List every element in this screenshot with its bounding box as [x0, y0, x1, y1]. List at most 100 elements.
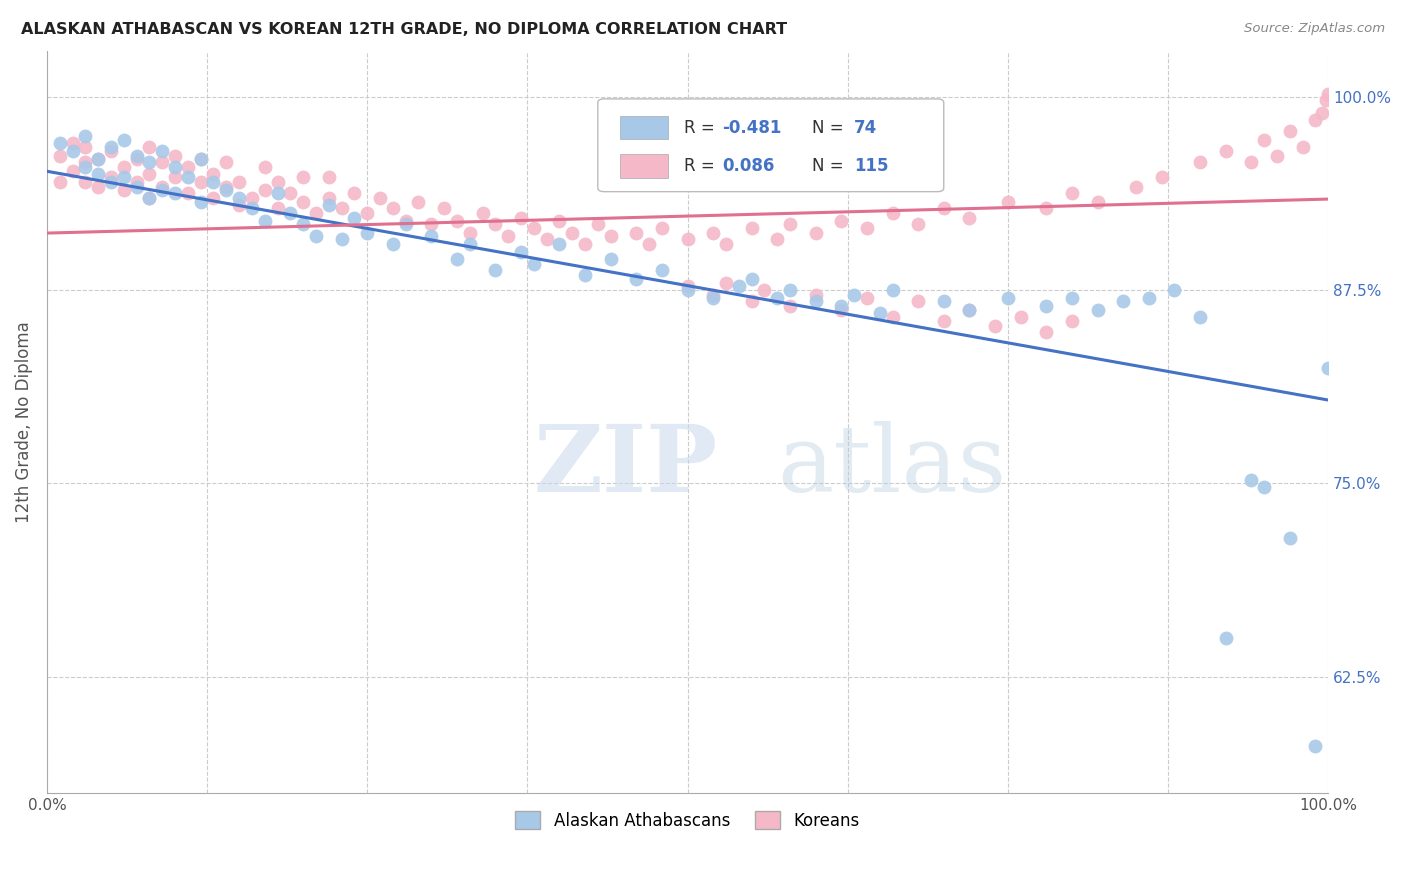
Point [1215, 144, 1237, 158]
Point [215, 183, 238, 197]
Point [202, 167, 225, 181]
Point [1087, 195, 1109, 210]
Point [446, 213, 468, 227]
Point [496, 229, 519, 244]
Point [1215, 631, 1237, 645]
Point [75, 155, 97, 169]
Point [138, 167, 160, 181]
Point [804, 288, 827, 302]
Point [266, 202, 288, 216]
Point [48, 149, 70, 163]
Point [228, 190, 250, 204]
Point [1305, 113, 1327, 128]
Point [1087, 303, 1109, 318]
Point [651, 263, 673, 277]
Point [741, 294, 763, 309]
Point [1278, 124, 1301, 138]
Point [1163, 283, 1185, 297]
Point [830, 213, 852, 227]
Point [1240, 155, 1263, 169]
FancyBboxPatch shape [620, 154, 668, 178]
Point [779, 217, 801, 231]
Text: N =: N = [811, 157, 849, 175]
Point [741, 221, 763, 235]
Text: 0.086: 0.086 [723, 157, 775, 175]
Point [177, 186, 200, 200]
Point [754, 283, 776, 297]
FancyBboxPatch shape [598, 99, 943, 192]
Point [1265, 149, 1288, 163]
Point [318, 190, 340, 204]
Point [1035, 299, 1057, 313]
Point [100, 144, 122, 158]
Point [125, 179, 148, 194]
Text: N =: N = [811, 119, 849, 136]
Point [510, 211, 533, 225]
Point [714, 236, 737, 251]
Point [138, 190, 160, 204]
Point [1035, 202, 1057, 216]
Point [1291, 139, 1313, 153]
Point [1253, 480, 1275, 494]
Point [856, 221, 879, 235]
Point [266, 186, 288, 200]
Point [548, 213, 571, 227]
Point [292, 195, 315, 210]
Point [1035, 325, 1057, 339]
Point [804, 294, 827, 309]
Point [138, 155, 160, 169]
Point [804, 226, 827, 240]
Point [561, 226, 583, 240]
Point [1253, 133, 1275, 147]
Point [395, 217, 418, 231]
Point [957, 303, 980, 318]
Point [1240, 474, 1263, 488]
Point [856, 291, 879, 305]
Point [305, 206, 328, 220]
Point [318, 198, 340, 212]
Point [599, 252, 621, 267]
Point [381, 236, 404, 251]
Point [932, 202, 955, 216]
Text: 74: 74 [853, 119, 877, 136]
Point [586, 217, 609, 231]
Point [87, 167, 110, 181]
Point [62, 136, 84, 151]
Point [1010, 310, 1032, 324]
Point [112, 133, 135, 147]
Point [75, 128, 97, 143]
Legend: Alaskan Athabascans, Koreans: Alaskan Athabascans, Koreans [509, 805, 866, 837]
Point [458, 236, 481, 251]
Point [1278, 531, 1301, 545]
Point [907, 294, 929, 309]
Point [278, 186, 301, 200]
Point [62, 164, 84, 178]
Point [957, 303, 980, 318]
Point [1305, 739, 1327, 754]
Point [138, 139, 160, 153]
Point [574, 236, 596, 251]
Point [100, 170, 122, 185]
Point [1310, 105, 1333, 120]
Point [741, 272, 763, 286]
Point [1060, 186, 1083, 200]
Point [75, 139, 97, 153]
Point [882, 283, 904, 297]
Point [75, 175, 97, 189]
Point [330, 232, 353, 246]
Point [676, 232, 699, 246]
Point [278, 206, 301, 220]
Point [177, 160, 200, 174]
Text: ALASKAN ATHABASCAN VS KOREAN 12TH GRADE, NO DIPLOMA CORRELATION CHART: ALASKAN ATHABASCAN VS KOREAN 12TH GRADE,… [21, 22, 787, 37]
Text: 115: 115 [853, 157, 889, 175]
Point [651, 221, 673, 235]
Point [932, 314, 955, 328]
Point [626, 226, 648, 240]
Point [215, 155, 238, 169]
Point [138, 190, 160, 204]
Point [215, 179, 238, 194]
Point [100, 175, 122, 189]
Point [842, 288, 865, 302]
Point [997, 291, 1019, 305]
Point [48, 136, 70, 151]
